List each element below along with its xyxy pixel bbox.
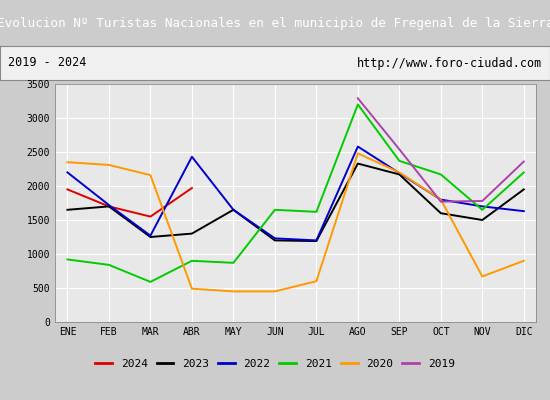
Text: http://www.foro-ciudad.com: http://www.foro-ciudad.com xyxy=(356,56,542,70)
Text: Evolucion Nº Turistas Nacionales en el municipio de Fregenal de la Sierra: Evolucion Nº Turistas Nacionales en el m… xyxy=(0,16,550,30)
Legend: 2024, 2023, 2022, 2021, 2020, 2019: 2024, 2023, 2022, 2021, 2020, 2019 xyxy=(91,354,459,374)
Text: 2019 - 2024: 2019 - 2024 xyxy=(8,56,87,70)
